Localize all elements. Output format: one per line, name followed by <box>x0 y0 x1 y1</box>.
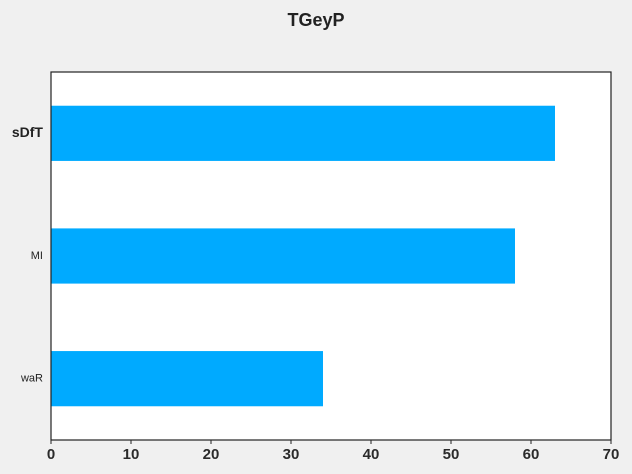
x-tick-label: 20 <box>203 446 220 463</box>
x-tick-label: 10 <box>123 446 140 463</box>
x-tick-label: 40 <box>363 446 380 463</box>
bar-sDfT <box>51 105 555 161</box>
y-tick-label: sDfT <box>12 124 44 140</box>
x-tick-label: 60 <box>523 446 540 463</box>
x-tick-label: 70 <box>603 446 620 463</box>
x-axis-ticks: 0 10 20 30 40 50 60 70 <box>47 440 620 463</box>
bar-waR <box>51 351 323 407</box>
y-tick-label: MI <box>31 250 43 262</box>
plot-frame <box>50 71 612 441</box>
x-tick-label: 30 <box>283 446 300 463</box>
y-axis-ticks: waR MI sDfT <box>12 124 44 385</box>
chart-title: TGeyP <box>287 10 345 30</box>
x-tick-label: 50 <box>443 446 460 463</box>
x-tick-label: 0 <box>47 446 55 463</box>
bar-MI <box>51 228 515 284</box>
y-tick-label: waR <box>20 373 43 385</box>
bars <box>51 105 555 407</box>
